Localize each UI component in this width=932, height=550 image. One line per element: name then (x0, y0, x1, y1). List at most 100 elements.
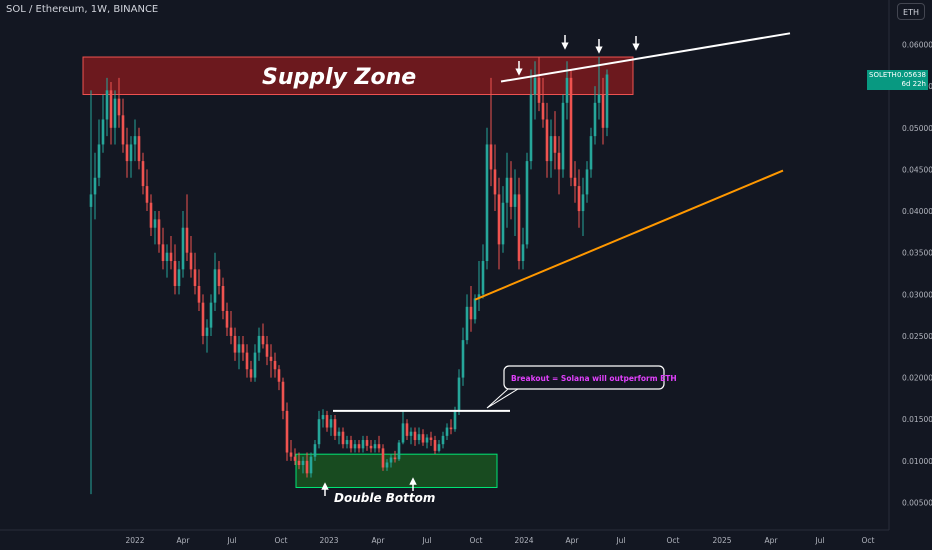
candle[interactable] (585, 161, 589, 203)
demand-zone[interactable] (295, 453, 498, 488)
candle[interactable] (421, 429, 425, 446)
candle[interactable] (193, 252, 197, 295)
candle[interactable] (533, 61, 537, 120)
candle[interactable] (253, 344, 257, 382)
candle[interactable] (545, 102, 549, 178)
candle[interactable] (485, 127, 489, 270)
candle[interactable] (349, 435, 353, 453)
candle[interactable] (169, 236, 173, 270)
candle[interactable] (217, 261, 221, 295)
candle[interactable] (589, 127, 593, 178)
candle[interactable] (553, 111, 557, 170)
candle[interactable] (121, 98, 125, 153)
supply-zone[interactable]: Supply Zone (82, 56, 634, 95)
candle[interactable] (561, 94, 565, 178)
candle[interactable] (313, 440, 317, 461)
currency-button[interactable]: ETH (897, 3, 925, 20)
candle[interactable] (273, 352, 277, 378)
candle[interactable] (125, 127, 129, 178)
candle[interactable] (229, 310, 233, 345)
candle[interactable] (433, 435, 437, 455)
candle[interactable] (381, 444, 385, 471)
candle[interactable] (517, 177, 521, 270)
candle[interactable] (297, 452, 301, 470)
candle[interactable] (181, 211, 185, 278)
candle[interactable] (269, 344, 273, 378)
candle[interactable] (569, 69, 573, 187)
candle[interactable] (501, 186, 505, 253)
candle[interactable] (529, 69, 533, 170)
candle[interactable] (581, 177, 585, 237)
candle[interactable] (141, 152, 145, 195)
candle[interactable] (305, 452, 309, 478)
candle[interactable] (509, 161, 513, 220)
candle[interactable] (153, 211, 157, 245)
candle[interactable] (93, 152, 97, 220)
candle[interactable] (389, 454, 393, 468)
candle[interactable] (573, 161, 577, 203)
candle[interactable] (105, 77, 109, 137)
candle[interactable] (189, 236, 193, 278)
candle[interactable] (445, 423, 449, 441)
candle[interactable] (133, 119, 137, 162)
candle[interactable] (493, 144, 497, 212)
candle[interactable] (177, 261, 181, 295)
candle[interactable] (205, 319, 209, 353)
candle[interactable] (145, 169, 149, 212)
candle[interactable] (257, 327, 261, 361)
candle[interactable] (333, 415, 337, 441)
candle[interactable] (557, 136, 561, 195)
candle[interactable] (577, 169, 581, 228)
candle[interactable] (97, 119, 101, 187)
time-axis[interactable]: 2022 Apr Jul Oct 2023 Apr Jul Oct 2024 Apr Jul Oct 2… (0, 529, 889, 545)
candle[interactable] (361, 435, 365, 453)
candle[interactable] (89, 90, 93, 495)
candle[interactable] (225, 302, 229, 336)
candle[interactable] (261, 323, 265, 349)
candle[interactable] (301, 456, 305, 474)
candle[interactable] (309, 452, 313, 478)
candle[interactable] (337, 427, 341, 445)
candle[interactable] (397, 440, 401, 461)
candle[interactable] (489, 77, 493, 187)
candle[interactable] (429, 431, 433, 446)
candle[interactable] (505, 152, 509, 228)
candle[interactable] (457, 369, 461, 416)
candle[interactable] (605, 69, 609, 137)
candle[interactable] (549, 119, 553, 178)
candle[interactable] (413, 427, 417, 446)
candle[interactable] (161, 227, 165, 270)
candle[interactable] (213, 252, 217, 311)
candle[interactable] (149, 194, 153, 237)
candle[interactable] (289, 440, 293, 461)
candle[interactable] (601, 77, 605, 145)
candle[interactable] (597, 57, 601, 120)
candle[interactable] (265, 335, 269, 366)
candle[interactable] (329, 415, 333, 436)
candle[interactable] (393, 450, 397, 463)
candle[interactable] (481, 244, 485, 299)
candle[interactable] (221, 277, 225, 320)
candle[interactable] (477, 261, 481, 311)
support-trendline[interactable] (474, 169, 784, 301)
candle[interactable] (425, 434, 429, 449)
candle[interactable] (525, 152, 529, 249)
candle[interactable] (341, 427, 345, 449)
candle[interactable] (321, 409, 325, 428)
candle[interactable] (165, 244, 169, 278)
candle[interactable] (325, 410, 329, 432)
candle[interactable] (197, 269, 201, 311)
candle[interactable] (441, 431, 445, 449)
candle[interactable] (317, 410, 321, 449)
candle[interactable] (157, 211, 161, 253)
resistance-trendline[interactable] (500, 32, 791, 83)
candle[interactable] (185, 194, 189, 262)
candle[interactable] (373, 440, 377, 453)
candle[interactable] (357, 440, 361, 453)
candle[interactable] (405, 419, 409, 441)
candle[interactable] (237, 335, 241, 370)
candle[interactable] (537, 57, 541, 112)
candle[interactable] (209, 294, 213, 336)
breakout-callout[interactable]: Breakout = Solana will outperform ETH (486, 365, 677, 409)
candle[interactable] (345, 435, 349, 449)
